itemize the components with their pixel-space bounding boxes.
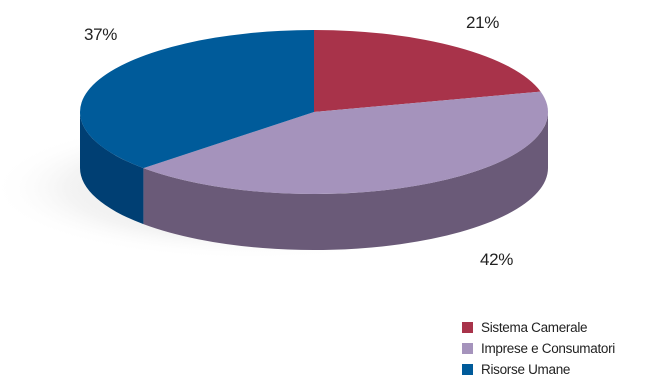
- pie-tops: [80, 30, 548, 194]
- legend-swatch: [462, 342, 473, 354]
- data-label-sistema-camerale: 21%: [466, 13, 499, 32]
- legend-label: Risorse Umane: [481, 361, 571, 377]
- slice-sistema-camerale: [314, 30, 541, 112]
- slice-side-imprese-e-consumatori: [143, 112, 549, 251]
- pie-sides: [80, 112, 549, 251]
- slice-imprese-e-consumatori: [143, 91, 548, 194]
- legend-label: Sistema Camerale: [481, 319, 588, 335]
- slice-risorse-umane: [80, 30, 314, 169]
- legend-item-sistema-camerale: Sistema Camerale: [462, 318, 615, 336]
- data-label-imprese-e-consumatori: 42%: [480, 250, 513, 269]
- pie-labels: 21% 42% 37%: [84, 13, 514, 269]
- legend-item-imprese-e-consumatori: Imprese e Consumatori: [462, 339, 615, 357]
- slice-side-risorse-umane: [80, 112, 144, 225]
- data-label-risorse-umane: 37%: [84, 25, 117, 44]
- chart-legend: Sistema Camerale Imprese e Consumatori Ris…: [462, 318, 615, 381]
- legend-item-risorse-umane: Risorse Umane: [462, 360, 615, 378]
- legend-swatch: [462, 321, 473, 333]
- legend-swatch: [462, 363, 473, 375]
- legend-label: Imprese e Consumatori: [481, 340, 616, 356]
